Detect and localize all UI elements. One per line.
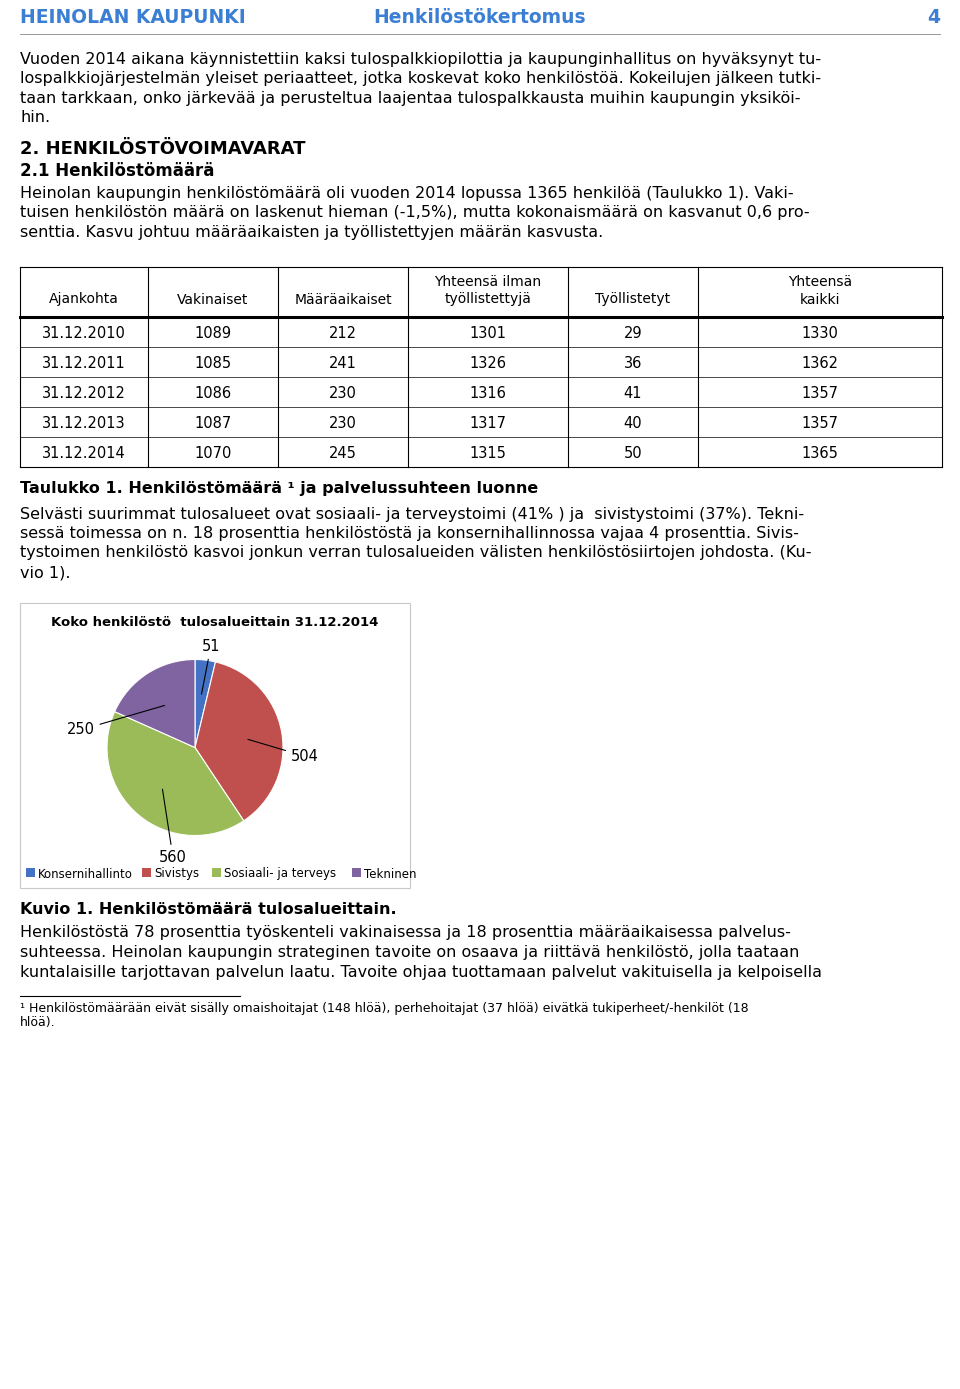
Text: Koko henkilöstö  tulosalueittain 31.12.2014: Koko henkilöstö tulosalueittain 31.12.20…	[51, 617, 378, 629]
Text: vio 1).: vio 1).	[20, 565, 70, 581]
Text: 41: 41	[624, 386, 642, 400]
Text: 1085: 1085	[195, 356, 231, 371]
Text: 31.12.2014: 31.12.2014	[42, 446, 126, 461]
Text: ¹ Henkilöstömäärään eivät sisälly omaishoitajat (148 hlöä), perhehoitajat (37 hl: ¹ Henkilöstömäärään eivät sisälly omaish…	[20, 1001, 749, 1015]
Text: 230: 230	[329, 415, 357, 431]
Text: Sivistys: Sivistys	[155, 868, 200, 881]
Text: 31.12.2013: 31.12.2013	[42, 415, 126, 431]
Text: 2. HENKILÖSTÖVOIMAVARAT: 2. HENKILÖSTÖVOIMAVARAT	[20, 140, 305, 158]
Text: Tekninen: Tekninen	[364, 868, 416, 881]
Text: Henkilöstökertomus: Henkilöstökertomus	[373, 8, 587, 26]
Bar	[142, 868, 152, 876]
Bar	[20, 603, 410, 888]
Wedge shape	[195, 663, 283, 821]
Text: 51: 51	[202, 639, 220, 694]
Text: 36: 36	[624, 356, 642, 371]
Text: 1070: 1070	[194, 446, 231, 461]
Text: 4: 4	[927, 8, 940, 26]
Text: 2.1 Henkilöstömäärä: 2.1 Henkilöstömäärä	[20, 163, 214, 181]
Text: 1365: 1365	[802, 446, 838, 461]
Text: 1087: 1087	[194, 415, 231, 431]
Text: 1326: 1326	[469, 356, 507, 371]
Text: Taulukko 1. Henkilöstömäärä ¹ ja palvelussuhteen luonne: Taulukko 1. Henkilöstömäärä ¹ ja palvelu…	[20, 481, 539, 496]
Text: 560: 560	[159, 789, 187, 865]
Text: Yhteensä: Yhteensä	[788, 275, 852, 289]
Text: 1357: 1357	[802, 415, 838, 431]
Text: 250: 250	[66, 706, 164, 738]
Text: Henkilöstöstä 78 prosenttia työskenteli vakinaisessa ja 18 prosenttia määräaikai: Henkilöstöstä 78 prosenttia työskenteli …	[20, 925, 791, 940]
Text: työllistettyjä: työllistettyjä	[444, 293, 532, 307]
Bar	[211, 868, 221, 876]
Text: 504: 504	[248, 739, 319, 764]
Text: 1317: 1317	[469, 415, 507, 431]
Text: 1330: 1330	[802, 325, 838, 340]
Text: 245: 245	[329, 446, 357, 461]
Bar	[351, 868, 361, 876]
Text: tystoimen henkilöstö kasvoi jonkun verran tulosalueiden välisten henkilöstösiirt: tystoimen henkilöstö kasvoi jonkun verra…	[20, 546, 811, 561]
Text: kaikki: kaikki	[800, 293, 840, 307]
Text: hlöä).: hlöä).	[20, 1015, 56, 1029]
Wedge shape	[107, 711, 244, 836]
Text: 230: 230	[329, 386, 357, 400]
Text: 50: 50	[624, 446, 642, 461]
Text: 212: 212	[329, 325, 357, 340]
Text: sessä toimessa on n. 18 prosenttia henkilöstöstä ja konsernihallinnossa vajaa 4 : sessä toimessa on n. 18 prosenttia henki…	[20, 526, 799, 540]
Text: 31.12.2011: 31.12.2011	[42, 356, 126, 371]
Text: Ajankohta: Ajankohta	[49, 293, 119, 307]
Text: Määräaikaiset: Määräaikaiset	[294, 293, 392, 307]
Text: taan tarkkaan, onko järkevää ja perusteltua laajentaa tulospalkkausta muihin kau: taan tarkkaan, onko järkevää ja perustel…	[20, 92, 801, 106]
Text: 1315: 1315	[469, 446, 507, 461]
Text: kuntalaisille tarjottavan palvelun laatu. Tavoite ohjaa tuottamaan palvelut vaki: kuntalaisille tarjottavan palvelun laatu…	[20, 964, 822, 979]
Text: 241: 241	[329, 356, 357, 371]
Text: Työllistetyt: Työllistetyt	[595, 293, 671, 307]
Text: Konsernihallinto: Konsernihallinto	[38, 868, 132, 881]
Text: lospalkkiojärjestelmän yleiset periaatteet, jotka koskevat koko henkilöstöä. Kok: lospalkkiojärjestelmän yleiset periaatte…	[20, 71, 821, 86]
Text: Vakinaiset: Vakinaiset	[178, 293, 249, 307]
Text: 1316: 1316	[469, 386, 507, 400]
Text: 1301: 1301	[469, 325, 507, 340]
Text: Sosiaali- ja terveys: Sosiaali- ja terveys	[224, 868, 336, 881]
Text: 1089: 1089	[195, 325, 231, 340]
Text: Vuoden 2014 aikana käynnistettiin kaksi tulospalkkiopilottia ja kaupunginhallitu: Vuoden 2014 aikana käynnistettiin kaksi …	[20, 51, 821, 67]
Text: 31.12.2010: 31.12.2010	[42, 325, 126, 340]
Text: 1357: 1357	[802, 386, 838, 400]
Text: 40: 40	[624, 415, 642, 431]
Bar	[26, 868, 35, 876]
Text: tuisen henkilöstön määrä on laskenut hieman (-1,5%), mutta kokonaismäärä on kasv: tuisen henkilöstön määrä on laskenut hie…	[20, 206, 809, 221]
Text: 1362: 1362	[802, 356, 838, 371]
Text: 31.12.2012: 31.12.2012	[42, 386, 126, 400]
Text: 29: 29	[624, 325, 642, 340]
Text: Yhteensä ilman: Yhteensä ilman	[435, 275, 541, 289]
Text: hin.: hin.	[20, 111, 50, 125]
Text: Heinolan kaupungin henkilöstömäärä oli vuoden 2014 lopussa 1365 henkilöä (Tauluk: Heinolan kaupungin henkilöstömäärä oli v…	[20, 186, 794, 201]
Wedge shape	[114, 660, 195, 747]
Text: Selvästi suurimmat tulosalueet ovat sosiaali- ja terveystoimi (41% ) ja  sivisty: Selvästi suurimmat tulosalueet ovat sosi…	[20, 507, 804, 521]
Text: 1086: 1086	[195, 386, 231, 400]
Text: Kuvio 1. Henkilöstömäärä tulosalueittain.: Kuvio 1. Henkilöstömäärä tulosalueittain…	[20, 901, 396, 917]
Text: senttia. Kasvu johtuu määräaikaisten ja työllistettyjen määrän kasvusta.: senttia. Kasvu johtuu määräaikaisten ja …	[20, 225, 603, 240]
Wedge shape	[195, 660, 215, 747]
Text: suhteessa. Heinolan kaupungin strateginen tavoite on osaava ja riittävä henkilös: suhteessa. Heinolan kaupungin strategine…	[20, 945, 800, 960]
Text: HEINOLAN KAUPUNKI: HEINOLAN KAUPUNKI	[20, 8, 246, 26]
